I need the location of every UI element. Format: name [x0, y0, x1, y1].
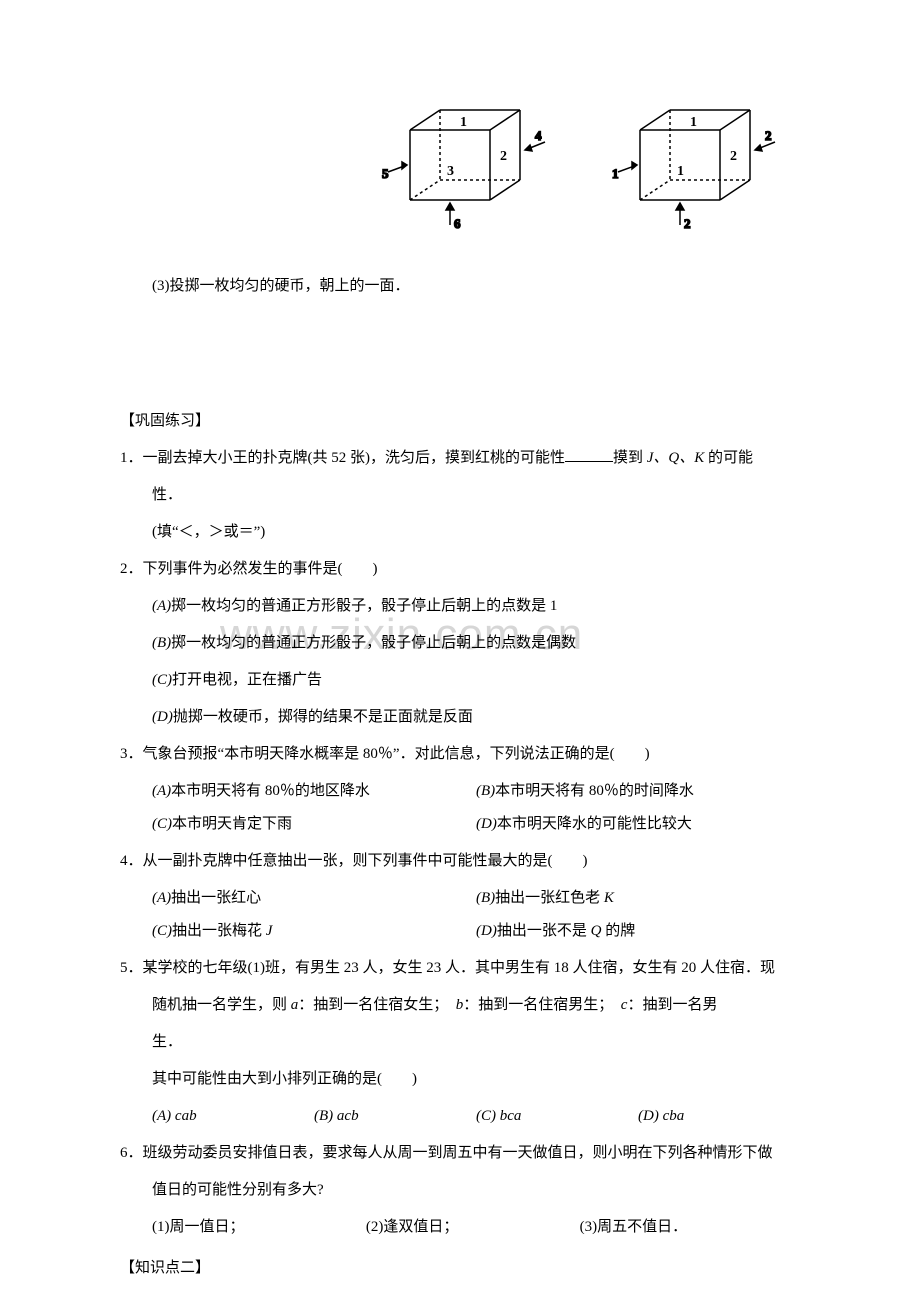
question-3: 3．气象台预报“本市明天降水概率是 80％”．对此信息，下列说法正确的是( ) …: [120, 738, 800, 841]
q5-line2: 随机抽一名学生，则 a：抽到一名住宿女生； b：抽到一名住宿男生； c：抽到一名…: [120, 989, 800, 1022]
section2-title: 【知识点二】: [120, 1252, 800, 1285]
arrow2-label-l: 1: [612, 166, 619, 181]
q5-opts: (A) cab (B) acb (C) bca (D) cba: [120, 1100, 800, 1133]
q3-opt-a: (A)本市明天将有 80％的地区降水: [152, 775, 476, 808]
q1-line2: 性．: [120, 479, 800, 512]
q2-opt-b: (B)掷一枚均匀的普通正方形骰子，骰子停止后朝上的点数是偶数: [120, 627, 800, 660]
q5-l2d: ：抽到一名男: [627, 997, 717, 1013]
cube-figures: 1 2 3 4 5 6: [120, 100, 800, 250]
cube2-face-front: 1: [677, 164, 684, 179]
q1-text-d: 的可能: [704, 450, 753, 466]
q6-subs: (1)周一值日； (2)逢双值日； (3)周五不值日．: [120, 1211, 800, 1244]
q5-line3: 生．: [120, 1026, 800, 1059]
q6-line1: 6．班级劳动委员安排值日表，要求每人从周一到周五中有一天做值日，则小明在下列各种…: [120, 1137, 800, 1170]
q4-stem: 4．从一副扑克牌中任意抽出一张，则下列事件中可能性最大的是( ): [120, 845, 800, 878]
q5-line4: 其中可能性由大到小排列正确的是( ): [120, 1063, 800, 1096]
q2-opt-d: (D)抛掷一枚硬币，掷得的结果不是正面就是反面: [120, 701, 800, 734]
cube-face-right: 2: [500, 149, 507, 164]
q5-opt-a: (A) cab: [152, 1100, 314, 1133]
q3-row2: (C)本市明天肯定下雨 (D)本市明天降水的可能性比较大: [120, 808, 800, 841]
q3-opt-c: (C)本市明天肯定下雨: [152, 808, 476, 841]
q3-row1: (A)本市明天将有 80％的地区降水 (B)本市明天将有 80％的时间降水: [120, 775, 800, 808]
q5-l2b: ：抽到一名住宿女生；: [298, 997, 456, 1013]
cube-left: 1 2 3 4 5 6: [380, 100, 550, 250]
q6-sub2: (2)逢双值日；: [366, 1211, 580, 1244]
cube-face-front: 3: [447, 164, 454, 179]
q6-sub3: (3)周五不值日．: [580, 1211, 794, 1244]
q1-line1: 1．一副去掉大小王的扑克牌(共 52 张)，洗匀后，摸到红桃的可能性 摸到 J、Q…: [120, 442, 800, 475]
q6-sub1: (1)周一值日；: [152, 1211, 366, 1244]
arrow2-label-b: 2: [684, 216, 691, 231]
question-2: 2．下列事件为必然发生的事件是( ) (A)(A)掷一枚均匀的普通正方形骰子，骰…: [120, 553, 800, 734]
q6-line2: 值日的可能性分别有多大?: [120, 1174, 800, 1207]
question-6: 6．班级劳动委员安排值日表，要求每人从周一到周五中有一天做值日，则小明在下列各种…: [120, 1137, 800, 1244]
q5-l2c: ：抽到一名住宿男生；: [463, 997, 621, 1013]
cube-face-top: 1: [460, 115, 467, 130]
q2-opt-a: (A)(A)掷一枚均匀的普通正方形骰子，骰子停止后朝上的点数是 1掷一枚均匀的普…: [120, 590, 800, 623]
section1-title: 【巩固练习】: [120, 405, 800, 438]
question-1: 1．一副去掉大小王的扑克牌(共 52 张)，洗匀后，摸到红桃的可能性 摸到 J、Q…: [120, 442, 800, 549]
q3-opt-d: (D)本市明天降水的可能性比较大: [476, 808, 800, 841]
q4-row1: (A)抽出一张红心 (B)抽出一张红色老 K: [120, 882, 800, 915]
q4-opt-b: (B)抽出一张红色老 K: [476, 882, 800, 915]
cube2-face-top: 1: [690, 115, 697, 130]
question-4: 4．从一副扑克牌中任意抽出一张，则下列事件中可能性最大的是( ) (A)抽出一张…: [120, 845, 800, 948]
arrow2-label-r: 2: [765, 128, 772, 143]
q1-text-b: 摸到: [613, 450, 643, 466]
q3-opt-b: (B)本市明天将有 80％的时间降水: [476, 775, 800, 808]
q1-jqk: J、Q、K: [643, 450, 704, 466]
q5-opt-d: (D) cba: [638, 1100, 800, 1133]
q5-l2a: 随机抽一名学生，则: [152, 997, 291, 1013]
question-5: 5．某学校的七年级(1)班，有男生 23 人，女生 23 人．其中男生有 18 …: [120, 952, 800, 1133]
spacer: [120, 307, 800, 397]
cube-right: 1 2 1 2 1 2: [610, 100, 780, 250]
arrow-label-6: 6: [454, 216, 461, 231]
page-content: 1 2 3 4 5 6: [120, 100, 800, 1285]
q4-row2: (C)抽出一张梅花 J (D)抽出一张不是 Q 的牌: [120, 915, 800, 948]
arrow-label-5: 5: [382, 166, 389, 181]
q4-opt-a: (A)抽出一张红心: [152, 882, 476, 915]
blank-fill: [565, 448, 613, 462]
q4-opt-d: (D)抽出一张不是 Q 的牌: [476, 915, 800, 948]
q3-stem: 3．气象台预报“本市明天降水概率是 80％”．对此信息，下列说法正确的是( ): [120, 738, 800, 771]
arrow-label-4: 4: [535, 128, 542, 143]
q1-text-a: 1．一副去掉大小王的扑克牌(共 52 张)，洗匀后，摸到红桃的可能性: [120, 450, 565, 466]
cube2-face-right: 2: [730, 149, 737, 164]
q4-opt-c: (C)抽出一张梅花 J: [152, 915, 476, 948]
q2-stem: 2．下列事件为必然发生的事件是( ): [120, 553, 800, 586]
q-pre-text: (3)投掷一枚均匀的硬币，朝上的一面．: [120, 270, 800, 303]
q2-opt-c: (C)打开电视，正在播广告: [120, 664, 800, 697]
q5-opt-c: (C) bca: [476, 1100, 638, 1133]
q1-line3: (填“＜，＞或＝”): [120, 516, 800, 549]
q5-opt-b: (B) acb: [314, 1100, 476, 1133]
q5-line1: 5．某学校的七年级(1)班，有男生 23 人，女生 23 人．其中男生有 18 …: [120, 952, 800, 985]
